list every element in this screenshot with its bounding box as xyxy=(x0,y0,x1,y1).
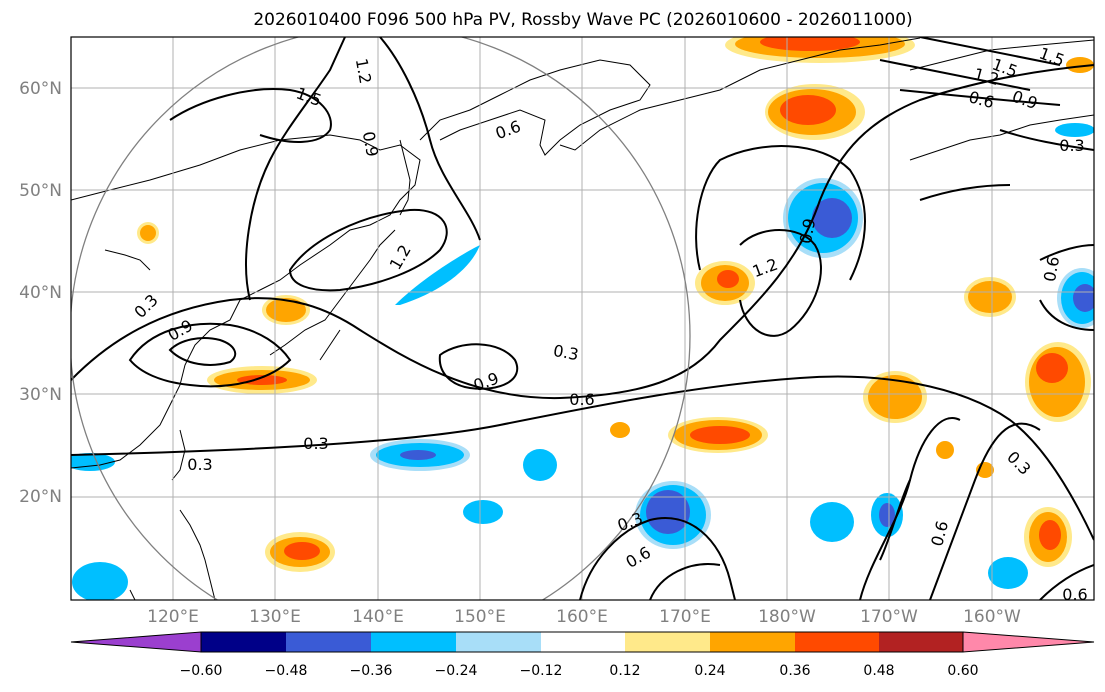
positive-anomaly-1 xyxy=(695,261,755,305)
colorbar-extend-high xyxy=(962,631,1095,653)
map-panel: 1.2 1.5 0.9 0.6 0.3 1.2 0.9 0.6 0.3 0.9 … xyxy=(71,37,1094,604)
contour-label: 0.3 xyxy=(552,341,580,364)
positive-anomaly-2 xyxy=(668,417,768,453)
negative-anomaly-5 xyxy=(395,245,480,305)
lon-label-130e: 130°E xyxy=(249,607,301,627)
lon-label-170w: 170°W xyxy=(860,607,918,627)
positive-anomaly-6 xyxy=(207,366,317,394)
contour-label: 0.6 xyxy=(1062,585,1087,604)
reference-circle xyxy=(71,37,691,600)
colorbar-frame xyxy=(200,631,964,653)
colorbar-tick-label: −0.48 xyxy=(265,663,308,679)
negative-anomaly-small xyxy=(71,123,1094,600)
lat-label-20n: 20°N xyxy=(19,487,62,507)
colorbar-segment xyxy=(456,632,541,652)
negative-anomaly-4 xyxy=(370,439,470,471)
map-frame xyxy=(70,36,1095,601)
colorbar-tick-label: 0.12 xyxy=(609,663,640,679)
contour-label: 0.3 xyxy=(187,455,212,474)
contour-label: 0.3 xyxy=(1059,136,1084,155)
colorbar-segment xyxy=(371,632,456,652)
colorbar-segment xyxy=(201,632,286,652)
positive-anomaly-kamchatka xyxy=(765,84,865,140)
colorbar-tick-label: −0.24 xyxy=(435,663,478,679)
positive-anomaly-5 xyxy=(265,532,335,572)
colorbar-segment xyxy=(541,632,625,652)
positive-anomaly-3 xyxy=(1025,342,1091,422)
colorbar-tick-label: 0.36 xyxy=(779,663,810,679)
colorbar-extend-low xyxy=(70,631,202,653)
lat-label-30n: 30°N xyxy=(19,385,62,405)
contour-label: 0.6 xyxy=(569,390,594,409)
contour-label: 0.6 xyxy=(1040,255,1063,283)
colorbar-tick-label: −0.36 xyxy=(350,663,393,679)
positive-anomaly-okhotsk-top xyxy=(725,37,915,63)
lon-label-120e: 120°E xyxy=(147,607,199,627)
colorbar: −0.60 −0.48 −0.36 −0.24 −0.12 0.12 0.24 … xyxy=(70,631,1095,679)
colorbar-tick-label: 0.24 xyxy=(694,663,725,679)
colorbar-segment xyxy=(710,632,795,652)
lon-label-150e: 150°E xyxy=(454,607,506,627)
lon-label-160w: 160°W xyxy=(963,607,1021,627)
figure-title: 2026010400 F096 500 hPa PV, Rossby Wave … xyxy=(253,10,912,30)
colorbar-tick-label: −0.60 xyxy=(180,663,223,679)
lon-label-140e: 140°E xyxy=(352,607,404,627)
lat-label-50n: 50°N xyxy=(19,181,62,201)
positive-anomaly-4 xyxy=(1024,507,1072,567)
lat-label-60n: 60°N xyxy=(19,79,62,99)
graticule xyxy=(71,37,1094,600)
coastlines xyxy=(71,37,1094,600)
pv-contours xyxy=(71,37,1094,600)
colorbar-tick-label: −0.12 xyxy=(520,663,563,679)
colorbar-segment xyxy=(795,632,879,652)
contour-label: 1.2 xyxy=(352,57,375,85)
colorbar-segment xyxy=(286,632,371,652)
shaded-anomalies xyxy=(71,37,1094,600)
lon-label-170e: 170°E xyxy=(659,607,711,627)
latitude-labels: 20°N 30°N 40°N 50°N 60°N xyxy=(19,79,62,507)
negative-anomaly-3 xyxy=(1057,268,1094,328)
longitude-labels: 120°E 130°E 140°E 150°E 160°E 170°E 180°… xyxy=(147,607,1021,627)
colorbar-segment xyxy=(625,632,710,652)
colorbar-tick-label: 0.48 xyxy=(863,663,894,679)
colorbar-tick-label: 0.60 xyxy=(947,663,978,679)
lat-label-40n: 40°N xyxy=(19,283,62,303)
lon-label-160e: 160°E xyxy=(556,607,608,627)
contour-label: 0.9 xyxy=(359,130,382,158)
lon-label-180w: 180°W xyxy=(758,607,816,627)
contour-label: 0.3 xyxy=(303,434,328,453)
negative-anomaly-2 xyxy=(635,481,711,549)
contour-label: 0.9 xyxy=(796,217,819,245)
colorbar-segment xyxy=(879,632,963,652)
